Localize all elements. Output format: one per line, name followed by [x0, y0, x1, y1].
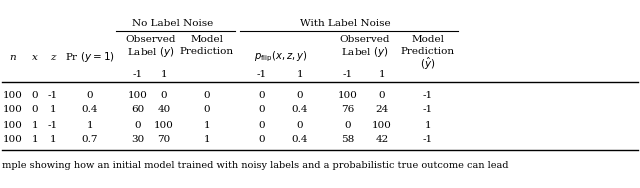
Text: -1: -1 [133, 70, 143, 79]
Text: 1: 1 [204, 121, 211, 130]
Text: $p_{\mathrm{flip}}(x, z, y)$: $p_{\mathrm{flip}}(x, z, y)$ [254, 50, 308, 64]
Text: 1: 1 [32, 121, 38, 130]
Text: 100: 100 [372, 121, 392, 130]
Text: z: z [51, 52, 56, 61]
Text: n: n [10, 52, 16, 61]
Text: 70: 70 [157, 136, 171, 145]
Text: Observed: Observed [125, 36, 176, 45]
Text: 100: 100 [3, 121, 23, 130]
Text: 0: 0 [32, 90, 38, 99]
Text: -1: -1 [423, 90, 433, 99]
Text: 0.4: 0.4 [292, 105, 308, 114]
Text: 100: 100 [3, 90, 23, 99]
Text: 30: 30 [131, 136, 145, 145]
Text: 0: 0 [259, 121, 266, 130]
Text: 0: 0 [297, 121, 303, 130]
Text: 0: 0 [259, 136, 266, 145]
Text: $(\hat{y})$: $(\hat{y})$ [420, 56, 436, 72]
Text: 24: 24 [376, 105, 388, 114]
Text: Label $(y)$: Label $(y)$ [341, 45, 389, 59]
Text: Prediction: Prediction [180, 48, 234, 57]
Text: 1: 1 [297, 70, 303, 79]
Text: 1: 1 [50, 105, 56, 114]
Text: 0.7: 0.7 [82, 136, 99, 145]
Text: 1: 1 [161, 70, 167, 79]
Text: 0.4: 0.4 [292, 136, 308, 145]
Text: 40: 40 [157, 105, 171, 114]
Text: -1: -1 [423, 105, 433, 114]
Text: No Label Noise: No Label Noise [132, 18, 213, 27]
Text: With Label Noise: With Label Noise [300, 18, 390, 27]
Text: -1: -1 [343, 70, 353, 79]
Text: -1: -1 [48, 90, 58, 99]
Text: 0: 0 [161, 90, 167, 99]
Text: 100: 100 [154, 121, 174, 130]
Text: 0.4: 0.4 [82, 105, 99, 114]
Text: 0: 0 [297, 90, 303, 99]
Text: 1: 1 [32, 136, 38, 145]
Text: -1: -1 [423, 136, 433, 145]
Text: 1: 1 [425, 121, 431, 130]
Text: 42: 42 [376, 136, 388, 145]
Text: 76: 76 [341, 105, 355, 114]
Text: 100: 100 [3, 136, 23, 145]
Text: 0: 0 [345, 121, 351, 130]
Text: 0: 0 [86, 90, 93, 99]
Text: 0: 0 [204, 105, 211, 114]
Text: x: x [32, 52, 38, 61]
Text: 100: 100 [338, 90, 358, 99]
Text: Model: Model [412, 36, 445, 45]
Text: 1: 1 [204, 136, 211, 145]
Text: 100: 100 [3, 105, 23, 114]
Text: 0: 0 [204, 90, 211, 99]
Text: Prediction: Prediction [401, 48, 455, 57]
Text: 0: 0 [259, 90, 266, 99]
Text: -1: -1 [48, 121, 58, 130]
Text: 0: 0 [134, 121, 141, 130]
Text: 0: 0 [379, 90, 385, 99]
Text: Model: Model [191, 36, 223, 45]
Text: Pr $(y = 1)$: Pr $(y = 1)$ [65, 50, 115, 64]
Text: 58: 58 [341, 136, 355, 145]
Text: Label $(y)$: Label $(y)$ [127, 45, 175, 59]
Text: -1: -1 [257, 70, 267, 79]
Text: mple showing how an initial model trained with noisy labels and a probabilistic : mple showing how an initial model traine… [2, 161, 509, 171]
Text: 1: 1 [379, 70, 385, 79]
Text: Observed: Observed [340, 36, 390, 45]
Text: 60: 60 [131, 105, 145, 114]
Text: 1: 1 [50, 136, 56, 145]
Text: 1: 1 [86, 121, 93, 130]
Text: 0: 0 [32, 105, 38, 114]
Text: 100: 100 [128, 90, 148, 99]
Text: 0: 0 [259, 105, 266, 114]
